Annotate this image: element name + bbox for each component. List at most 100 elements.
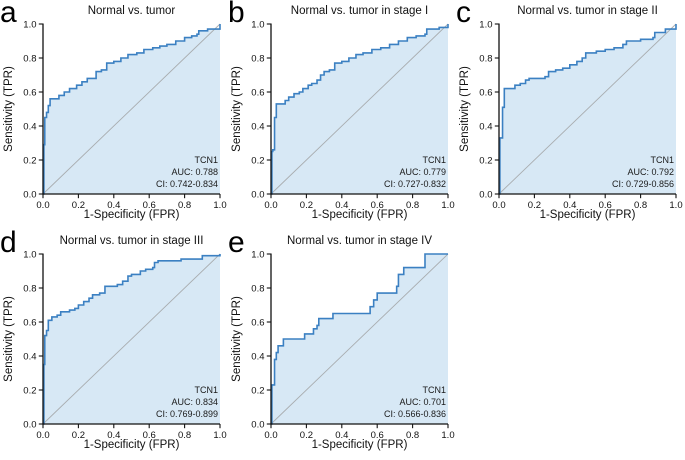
auc-annotation: TCN1 AUC: 0.834 CI: 0.769-0.899 xyxy=(43,385,218,420)
ci-value: CI: 0.729-0.856 xyxy=(611,178,674,189)
roc-plot: 0.0 0.2 0.4 0.6 0.8 1.0 0.0 0.2 0.4 0.6 0.8 1.0 xyxy=(251,249,454,441)
x-tick-label: 0.2 xyxy=(300,430,313,441)
roc-plot: 0.0 0.2 0.4 0.6 0.8 1.0 0.0 0.2 0.4 0.6 0.8 1.0 xyxy=(23,249,226,441)
x-axis-label: 1-Specificity (FPR) xyxy=(83,439,180,451)
x-tick-label: 1.0 xyxy=(213,430,226,441)
x-tick-label: 1.0 xyxy=(213,200,226,211)
y-tick-label: 1.0 xyxy=(23,249,36,260)
y-axis-label: Sensitivity (TPR) xyxy=(231,66,243,152)
chance-diagonal-line xyxy=(498,23,677,195)
y-tick-label: 1.0 xyxy=(479,19,492,30)
chart-title: Normal vs. tumor xyxy=(87,5,176,17)
roc-curve-line xyxy=(43,254,221,425)
x-tick-label: 0.8 xyxy=(634,200,647,211)
x-tick-label: 0.4 xyxy=(107,200,120,211)
ci-value: CI: 0.742-0.834 xyxy=(155,178,218,189)
x-tick-label: 1.0 xyxy=(441,430,454,441)
x-tick-label: 0.0 xyxy=(264,430,277,441)
y-tick-label: 1.0 xyxy=(251,19,264,30)
y-tick-label: 0.4 xyxy=(251,121,264,132)
x-axis-label: 1-Specificity (FPR) xyxy=(311,439,408,451)
roc-plot: 0.0 0.2 0.4 0.6 0.8 1.0 0.0 0.2 0.4 0.6 0.8 1.0 xyxy=(251,19,454,211)
x-axis-label: 1-Specificity (FPR) xyxy=(539,209,636,221)
ci-value: CI: 0.727-0.832 xyxy=(383,178,446,189)
chart-title: Normal vs. tumor in stage III xyxy=(59,235,204,247)
y-tick-label: 0.8 xyxy=(251,283,264,294)
auc-value: AUC: 0.792 xyxy=(627,166,674,177)
x-axis-label: 1-Specificity (FPR) xyxy=(83,209,180,221)
chance-diagonal-line xyxy=(42,253,221,425)
y-tick-label: 0.0 xyxy=(251,189,264,200)
auc-annotation: TCN1 AUC: 0.779 CI: 0.727-0.832 xyxy=(271,155,446,190)
panel-letter-d: d xyxy=(0,226,17,259)
ci-value: CI: 0.769-0.899 xyxy=(155,408,218,419)
auc-annotation: TCN1 AUC: 0.701 CI: 0.566-0.836 xyxy=(271,385,446,420)
roc-curve-line xyxy=(43,24,221,195)
panel-a: a Normal vs. tumor 0.0 0.2 0.4 0.6 0.8 1.0 0.0… xyxy=(0,0,229,230)
panel-b: b Normal vs. tumor in stage I 0.0 0.2 0.4 0… xyxy=(228,0,457,230)
y-tick-label: 0.6 xyxy=(251,87,264,98)
panel-letter-c: c xyxy=(456,0,471,29)
x-tick-label: 0.6 xyxy=(371,200,384,211)
panel-e: e Normal vs. tumor in stage IV 0.0 0.2 0.4… xyxy=(228,228,457,460)
auc-value: AUC: 0.788 xyxy=(171,166,218,177)
y-tick-label: 1.0 xyxy=(251,249,264,260)
y-tick-label: 0.6 xyxy=(479,87,492,98)
gene-label: TCN1 xyxy=(194,385,218,395)
y-tick-label: 0.4 xyxy=(23,121,36,132)
x-tick-label: 0.4 xyxy=(335,200,348,211)
y-tick-label: 0.4 xyxy=(251,351,264,362)
y-tick-label: 0.0 xyxy=(23,189,36,200)
y-tick-label: 0.6 xyxy=(23,317,36,328)
x-tick-label: 1.0 xyxy=(669,200,682,211)
auc-annotation: TCN1 AUC: 0.792 CI: 0.729-0.856 xyxy=(499,155,674,190)
x-tick-label: 0.0 xyxy=(264,200,277,211)
chance-diagonal-line xyxy=(42,23,221,195)
auc-value: AUC: 0.779 xyxy=(399,166,446,177)
chart-title: Normal vs. tumor in stage IV xyxy=(286,235,433,247)
auc-value: AUC: 0.834 xyxy=(171,396,218,407)
x-tick-label: 0.4 xyxy=(335,430,348,441)
y-tick-label: 0.2 xyxy=(23,385,36,396)
x-tick-label: 0.4 xyxy=(107,430,120,441)
chart-title: Normal vs. tumor in stage II xyxy=(517,5,658,17)
gene-label: TCN1 xyxy=(422,155,446,165)
panel-d: d Normal vs. tumor in stage III 0.0 0.2 0.… xyxy=(0,226,229,460)
y-tick-label: 1.0 xyxy=(23,19,36,30)
y-axis-label: Sensitivity (TPR) xyxy=(231,296,243,382)
x-axis-label: 1-Specificity (FPR) xyxy=(311,209,408,221)
x-tick-label: 0.2 xyxy=(528,200,541,211)
ci-value: CI: 0.566-0.836 xyxy=(383,408,446,419)
gene-label: TCN1 xyxy=(194,155,218,165)
y-tick-label: 0.2 xyxy=(479,155,492,166)
chart-title: Normal vs. tumor in stage I xyxy=(290,5,429,17)
x-tick-label: 0.2 xyxy=(300,200,313,211)
roc-plot: 0.0 0.2 0.4 0.6 0.8 1.0 0.0 0.2 0.4 0.6 0.8 1.0 xyxy=(23,19,226,211)
y-tick-label: 0.8 xyxy=(23,53,36,64)
x-tick-label: 0.6 xyxy=(143,430,156,441)
y-tick-label: 0.2 xyxy=(23,155,36,166)
panel-letter-b: b xyxy=(228,0,245,29)
chance-diagonal-line xyxy=(270,253,449,425)
y-tick-label: 0.8 xyxy=(23,283,36,294)
auc-value: AUC: 0.701 xyxy=(399,396,446,407)
y-tick-label: 0.0 xyxy=(479,189,492,200)
panel-letter-a: a xyxy=(0,0,17,29)
x-tick-label: 0.2 xyxy=(72,200,85,211)
y-axis-label: Sensitivity (TPR) xyxy=(459,66,471,152)
x-tick-label: 0.4 xyxy=(563,200,576,211)
x-tick-label: 0.8 xyxy=(406,200,419,211)
gene-label: TCN1 xyxy=(650,155,674,165)
roc-curve-line xyxy=(499,24,677,195)
roc-curve-line xyxy=(271,253,448,425)
panel-c: c Normal vs. tumor in stage II 0.0 0.2 0.4… xyxy=(456,0,685,230)
y-tick-label: 0.2 xyxy=(251,155,264,166)
x-tick-label: 0.0 xyxy=(492,200,505,211)
x-tick-label: 0.0 xyxy=(36,430,49,441)
y-tick-label: 0.4 xyxy=(479,121,492,132)
x-tick-label: 0.8 xyxy=(406,430,419,441)
x-tick-label: 0.8 xyxy=(178,200,191,211)
y-tick-label: 0.8 xyxy=(479,53,492,64)
x-tick-label: 0.8 xyxy=(178,430,191,441)
